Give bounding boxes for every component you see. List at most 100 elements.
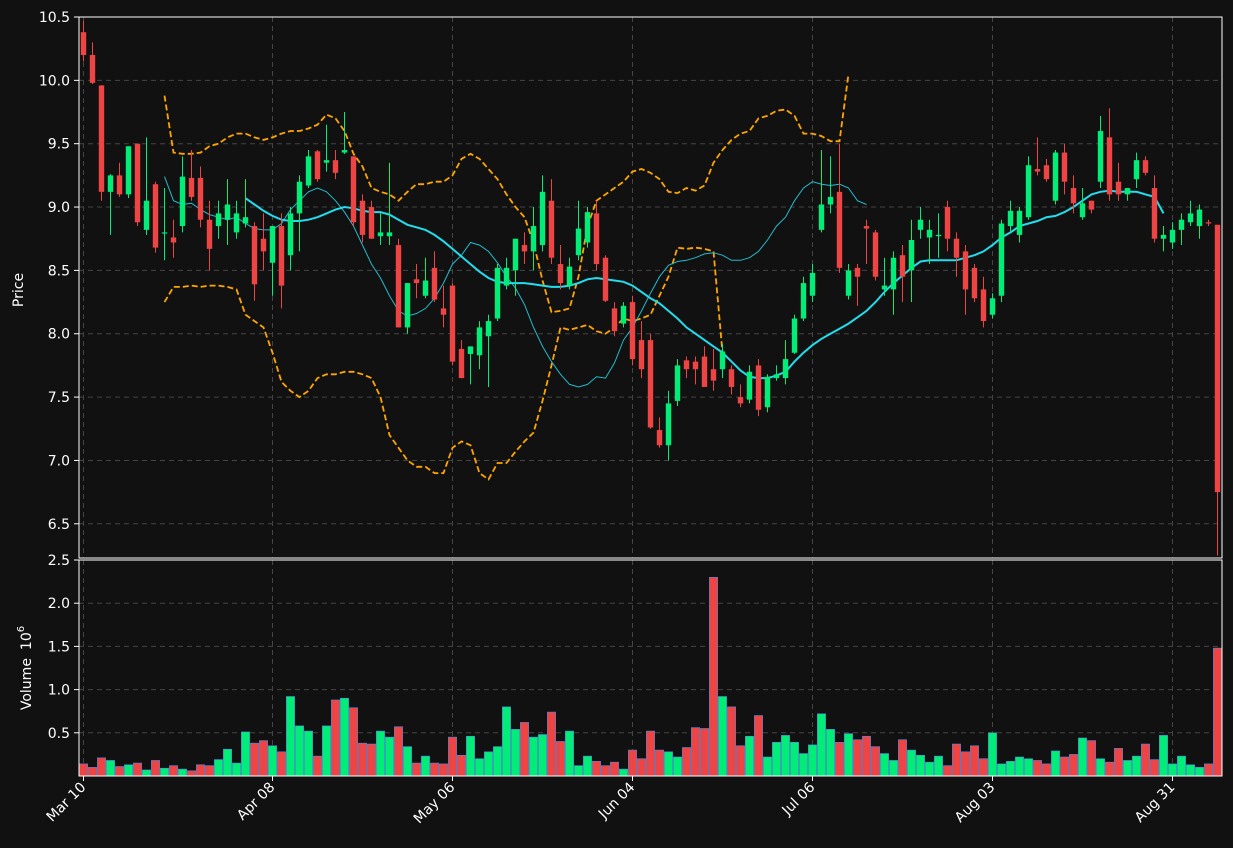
candle-body [296,181,303,214]
candle-body [1079,203,1086,218]
volume-bar [709,576,718,777]
volume-bar [529,736,538,777]
volume-bar [934,755,943,777]
candle-body [557,264,564,284]
volume-bar [961,751,970,777]
volume-bar [772,742,781,777]
candle-body [386,232,393,237]
candle-body [224,204,231,220]
candle-body [98,85,105,192]
volume-bar [268,745,277,777]
candle-body [602,257,609,301]
volume-bar [376,730,385,777]
volume-bar [1060,756,1069,777]
volume-bar [1213,647,1222,777]
candle-body [377,232,384,237]
candle-body [395,245,402,328]
candle-body [188,177,195,197]
volume-bar [1051,750,1060,777]
price-panel-frame [78,16,1223,559]
volume-bar [1159,735,1168,777]
volume-bar [1006,761,1015,777]
volume-bar [790,742,799,777]
candle-body [161,232,168,234]
candle-body [1016,210,1023,235]
candle-body [656,430,663,446]
volume-bar [124,764,133,777]
volume-bar [1087,740,1096,777]
candle-body [665,403,672,446]
volume-bar [457,754,466,777]
candle-body [584,212,591,243]
candle-body [359,200,366,235]
volume-bar [241,731,250,777]
volume-bar [583,755,592,777]
price-tick-label: 9.0 [48,200,70,216]
price-axis: 6.5 7.0 7.5 8.0 8.5 9.0 9.5 10.0 10.5 [39,10,79,533]
volume-bar [493,746,502,777]
candle-body [692,361,699,370]
candle-body [953,238,960,258]
volume-bar [970,745,979,777]
volume-bar [97,757,106,777]
candle-body [1061,152,1068,182]
candle-body [242,217,249,224]
candle-body [485,321,492,337]
candle-body [134,143,141,223]
candle-body [116,175,123,195]
volume-bar [691,727,700,777]
candle-body [1034,169,1041,172]
candle-body [863,226,870,229]
volume-bar [259,740,268,777]
candle-body [440,308,447,315]
price-tick-label: 10.0 [39,73,70,89]
volume-bar [367,743,376,777]
volume-axis-title-base: 10 [19,632,35,650]
candle-body [503,267,510,286]
candle-body [539,191,546,246]
candle-body [314,151,321,180]
candle-body [431,267,438,300]
volume-bar [250,742,259,777]
volume-bar [610,761,619,777]
volume-bar [1105,761,1114,777]
candle-body [701,356,708,387]
candle-body [512,238,519,271]
volume-bar [826,729,835,777]
volume-bar [79,763,88,777]
candle-body [521,245,528,252]
volume-bar [844,733,853,777]
volume-bar [151,760,160,777]
candle-body [170,237,177,243]
volume-bar [547,711,556,777]
volume-bar [565,730,574,777]
volume-bar [655,749,664,777]
candle-body [683,360,690,370]
candle-body [980,289,987,322]
volume-bar [232,762,241,777]
volume-bar [466,735,475,777]
candle-body [278,226,285,286]
candle-body [287,213,294,256]
candle-body [827,196,834,205]
volume-tick-label: 2.5 [48,553,70,569]
volume-bar [889,760,898,777]
candle-body [908,239,915,271]
candle-body [332,160,339,173]
volume-bar [205,765,214,777]
volume-bar [484,751,493,777]
volume-bar [952,743,961,777]
candle-body [458,348,465,379]
candle-body [881,285,888,290]
volume-bar [880,753,889,777]
volume-bar [1024,758,1033,777]
volume-bar [619,768,628,777]
candle-body [611,308,618,332]
candle-body [926,229,933,238]
candle-body [476,327,483,356]
candle-body [1070,188,1077,204]
volume-bar [1033,760,1042,777]
volume-bar [340,697,349,777]
volume-bar [358,742,367,777]
volume-bar [592,761,601,777]
